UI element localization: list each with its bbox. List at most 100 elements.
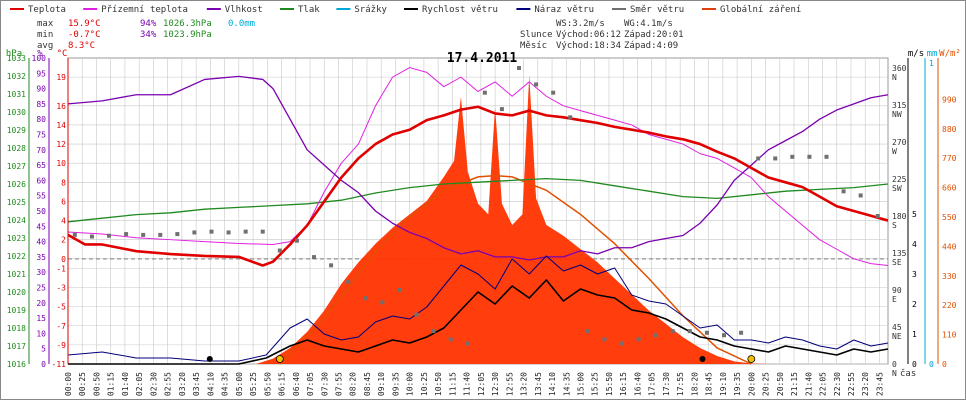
wind-direction-point — [517, 66, 521, 70]
wind-direction-point — [89, 234, 94, 239]
wind-gust-avg: WG:4.1m/s — [624, 19, 673, 29]
humidity-tick-label: 75 — [36, 131, 46, 140]
humidity-tick-label: 40 — [36, 238, 46, 247]
pressure-tick-label: 1026 — [7, 180, 26, 189]
solar-tick-label: 330 — [942, 272, 957, 281]
solar-tick-label: 0 — [942, 360, 947, 369]
x-tick-label: 11:15 — [448, 372, 457, 396]
wind-direction-point — [687, 329, 692, 334]
direction-tick-label: 90 — [892, 286, 902, 295]
x-tick-label: 14:35 — [562, 372, 571, 396]
wind-direction-point — [465, 341, 470, 346]
axis-unit-wm2: W/m² — [939, 49, 961, 59]
solar-tick-label: 220 — [942, 301, 957, 310]
x-tick-label: 22:30 — [833, 372, 842, 396]
wind-direction-point — [72, 232, 77, 237]
humidity-tick-label: 60 — [36, 176, 46, 185]
humidity-tick-label: 0 — [41, 360, 46, 369]
temperature-tick-label: 16 — [56, 102, 66, 111]
x-tick-label: 00:25 — [78, 372, 87, 396]
stats-max-press: 1026.3hPa — [163, 19, 212, 29]
series-wind-gust — [67, 255, 889, 362]
temperature-tick-label: 6 — [61, 197, 66, 206]
pressure-tick-label: 1029 — [7, 126, 26, 135]
temperature-tick-label: 0 — [61, 255, 66, 264]
humidity-tick-label: 55 — [36, 192, 46, 201]
wind-direction-point — [329, 263, 334, 268]
wind-direction-point — [243, 229, 248, 234]
direction-compass-label: N — [892, 369, 897, 378]
humidity-tick-label: 65 — [36, 161, 46, 170]
solar-tick-label: 880 — [942, 125, 957, 134]
temperature-tick-label: -9 — [56, 341, 66, 350]
legend-label: Srážky — [354, 5, 387, 15]
x-tick-label: 23:20 — [861, 372, 870, 396]
stats-min-temp: -0.7°C — [68, 30, 101, 40]
wind-speed-avg: WS:3.2m/s — [556, 19, 605, 29]
x-tick-label: 04:35 — [221, 372, 230, 396]
wind-direction-point — [312, 255, 316, 260]
temperature-tick-label: 2 — [61, 236, 66, 245]
x-tick-label: 00:00 — [64, 372, 73, 396]
x-tick-label: 21:40 — [804, 372, 813, 396]
x-tick-label: 16:40 — [633, 372, 642, 396]
x-tick-label: 12:05 — [477, 372, 486, 396]
wind-direction-point — [790, 154, 795, 159]
x-tick-label: 08:20 — [349, 372, 358, 396]
pressure-tick-label: 1025 — [7, 198, 26, 207]
series-solar-area — [255, 75, 769, 364]
pressure-tick-label: 1032 — [7, 72, 26, 81]
wind-direction-point — [636, 337, 641, 342]
sun-set: Západ:20:01 — [624, 30, 684, 40]
solar-tick-label: 440 — [942, 242, 957, 251]
x-tick-label: 02:30 — [149, 372, 158, 396]
direction-tick-label: 270 — [892, 138, 907, 147]
stats-max-temp: 15.9°C — [68, 19, 101, 29]
x-tick-label: 13:45 — [534, 372, 543, 396]
x-tick-label: 06:40 — [292, 372, 301, 396]
x-tick-label: 16:15 — [619, 372, 628, 396]
x-tick-label: 20:00 — [747, 372, 756, 396]
wind-direction-point — [363, 296, 368, 301]
wind-direction-point — [482, 90, 487, 95]
series-temperature — [67, 105, 889, 267]
pressure-tick-label: 1017 — [7, 342, 26, 351]
pressure-tick-label: 1021 — [7, 270, 26, 279]
wind-direction-point — [277, 248, 282, 253]
wind-direction-point — [807, 154, 812, 159]
sun-marker — [747, 355, 756, 363]
direction-compass-label: E — [892, 295, 897, 304]
wind-direction-point — [858, 193, 863, 198]
wind-tick-label: 2 — [912, 300, 917, 309]
x-tick-label: 22:05 — [819, 372, 828, 396]
pressure-tick-label: 1022 — [7, 252, 26, 261]
astro-info: WS:3.2m/s WG:4.1m/s Slunce Východ:06:12 … — [520, 19, 684, 51]
pressure-tick-label: 1019 — [7, 306, 26, 315]
stats-rain: 0.0mm — [228, 19, 255, 29]
wind-direction-point — [653, 333, 658, 338]
x-tick-label: 15:25 — [591, 372, 600, 396]
wind-direction-point — [875, 214, 880, 218]
wind-direction-point — [431, 329, 436, 334]
stats-max-hum: 94% — [140, 19, 157, 29]
wind-direction-point — [585, 329, 590, 334]
humidity-tick-label: 30 — [36, 268, 46, 277]
pressure-tick-label: 1028 — [7, 144, 26, 153]
wind-tick-label: 3 — [912, 270, 917, 279]
temperature-tick-label: -3 — [56, 284, 66, 293]
solar-tick-label: 550 — [942, 213, 957, 222]
x-tick-label: 05:25 — [249, 372, 258, 396]
humidity-tick-label: 45 — [36, 222, 46, 231]
direction-tick-label: 360 — [892, 64, 907, 73]
moon-rise: Východ:18:34 — [556, 41, 621, 51]
legend: Teplota Přízemní teplota Vlhkost Tlak Srážky… — [10, 5, 801, 15]
x-tick-label: 03:45 — [192, 372, 201, 396]
temperature-tick-label: 14 — [56, 121, 66, 130]
direction-compass-label: N — [892, 73, 897, 82]
axis-unit-mm: mm — [927, 49, 938, 59]
pressure-tick-label: 1027 — [7, 162, 26, 171]
chart-title: 17.4.2011 — [447, 51, 518, 66]
x-tick-label: 07:55 — [334, 372, 343, 396]
legend-label: Směr větru — [630, 5, 684, 15]
